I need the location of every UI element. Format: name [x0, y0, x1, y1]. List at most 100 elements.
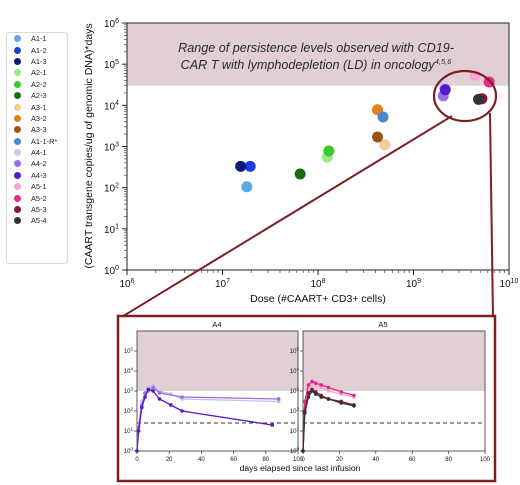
legend-marker — [14, 126, 21, 134]
legend-label: A5-1 — [31, 182, 47, 192]
point-a2-2 — [323, 145, 335, 157]
inset-x-tick-label: 80 — [262, 457, 269, 463]
series-point-a4-2 — [276, 397, 281, 401]
y-tick-label: 101 — [104, 224, 119, 236]
y-tick-label: 103 — [104, 141, 119, 153]
inset-a4-title: A4 — [212, 320, 221, 329]
series-point-a4-3 — [143, 395, 147, 399]
legend-marker — [14, 137, 21, 145]
legend-item: A4-3 — [7, 170, 67, 181]
inset-a5-title: A5 — [378, 320, 387, 329]
legend-label: A4-1 — [31, 148, 47, 158]
band-annotation-line-2-text: CAR T with lymphodepletion (LD) in oncol… — [181, 58, 436, 72]
inset-x-tick-label: 60 — [409, 457, 416, 463]
point-a1-2 — [244, 160, 256, 172]
legend-label: A3-1 — [31, 102, 47, 112]
inset-y-tick-label: 103 — [124, 386, 134, 395]
legend-item: A3-3 — [7, 124, 67, 135]
inset-x-tick-label: 40 — [198, 457, 205, 463]
point-a1-1-r- — [377, 111, 389, 123]
series-point-a4-3 — [135, 449, 139, 453]
legend-marker — [14, 57, 21, 65]
point-a3-1 — [379, 139, 391, 151]
legend-marker — [14, 114, 21, 122]
x-tick-label: 1010 — [500, 278, 519, 290]
point-a4-3 — [439, 84, 451, 96]
series-line-a4-3 — [136, 388, 273, 452]
series-point-a5-2 — [303, 399, 307, 404]
legend-item: A3-2 — [7, 113, 67, 124]
y-tick-label: 104 — [104, 100, 119, 112]
inset-y-tick-label: 104 — [124, 366, 134, 375]
x-tick-label: 109 — [406, 278, 421, 290]
inset-x-tick-label: 0 — [301, 457, 305, 463]
series-point-a5-4 — [306, 395, 311, 399]
series-point-a5-4 — [303, 411, 307, 415]
legend: A1-1 A1-2 A1-3 A2-1 A2-2 A2-3 A3-1 A3-2 A3-3 A1-1… — [6, 32, 68, 264]
legend-marker — [14, 92, 21, 100]
series-point-a4-3 — [151, 389, 155, 393]
inset-y-tick-label: 102 — [290, 406, 300, 415]
legend-marker — [14, 46, 21, 54]
legend-item: A5-4 — [7, 215, 67, 226]
x-axis-label: Dose (#CAART+ CD3+ cells) — [250, 293, 386, 305]
series-point-a4-2 — [157, 391, 162, 395]
legend-label: A1-1-R* — [31, 136, 58, 146]
series-point-a5-2 — [326, 385, 331, 390]
y-tick-label: 106 — [104, 18, 119, 30]
inset-x-tick-label: 100 — [480, 457, 491, 463]
series-point-a5-1 — [326, 389, 331, 393]
legend-marker — [14, 183, 21, 191]
series-point-a5-2 — [319, 383, 324, 387]
legend-label: A2-3 — [31, 91, 47, 101]
y-tick-label: 102 — [104, 182, 119, 194]
legend-item: A4-1 — [7, 147, 67, 158]
inset-x-tick-label: 20 — [166, 457, 173, 463]
inset-y-tick-label: 100 — [290, 446, 300, 455]
inset-x-tick-label: 100 — [293, 457, 304, 463]
legend-marker — [14, 149, 21, 157]
legend-item: A5-2 — [7, 192, 67, 203]
series-point-a4-3 — [169, 403, 173, 407]
legend-item: A1-1 — [7, 33, 67, 44]
y-tick-label: 100 — [104, 265, 119, 277]
legend-marker — [14, 103, 21, 111]
inset-chart-a4: 0 20 40 60 80 100 100 101 102 103 104 105 — [124, 330, 304, 463]
legend-marker — [14, 69, 21, 77]
legend-label: A2-2 — [31, 79, 47, 89]
legend-label: A1-3 — [31, 56, 47, 66]
y-tick-label: 105 — [104, 59, 119, 71]
legend-label: A4-3 — [31, 170, 47, 180]
inset-band — [303, 331, 485, 391]
legend-label: A1-2 — [31, 45, 47, 55]
inset-y-tick-label: 105 — [124, 346, 134, 355]
legend-label: A3-2 — [31, 113, 47, 123]
y-axis-label: (CAART transgene copies/ug of genomic DN… — [83, 23, 95, 268]
legend-item: A2-3 — [7, 90, 67, 101]
series-point-a5-2 — [310, 379, 314, 384]
legend-item: A1-3 — [7, 56, 67, 67]
series-point-a4-3 — [140, 405, 144, 410]
series-point-a4-3 — [270, 423, 275, 427]
legend-item: A1-2 — [7, 44, 67, 55]
legend-marker — [14, 194, 21, 202]
persistence-band — [127, 23, 509, 86]
series-point-a5-4 — [352, 404, 356, 408]
legend-marker — [14, 80, 21, 88]
legend-item: A3-1 — [7, 101, 67, 112]
series-point-a4-3 — [180, 409, 184, 413]
point-a1-3 — [235, 160, 247, 172]
inset-x-tick-label: 0 — [135, 457, 139, 463]
legend-label: A2-1 — [31, 68, 47, 78]
legend-item: A1-1-R* — [7, 136, 67, 147]
legend-marker — [14, 171, 21, 179]
series-point-a5-4 — [301, 449, 305, 453]
point-a5-4 — [473, 93, 485, 105]
zoom-connector-right — [489, 112, 494, 319]
series-point-a4-2 — [180, 395, 184, 399]
legend-label: A3-3 — [31, 125, 47, 135]
inset-x-tick-label: 60 — [230, 457, 237, 463]
inset-y-tick-label: 104 — [290, 366, 300, 375]
